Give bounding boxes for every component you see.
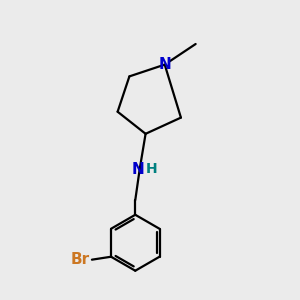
Text: N: N (158, 57, 171, 72)
Text: N: N (132, 162, 145, 177)
Text: Br: Br (70, 252, 90, 267)
Text: H: H (146, 162, 158, 176)
